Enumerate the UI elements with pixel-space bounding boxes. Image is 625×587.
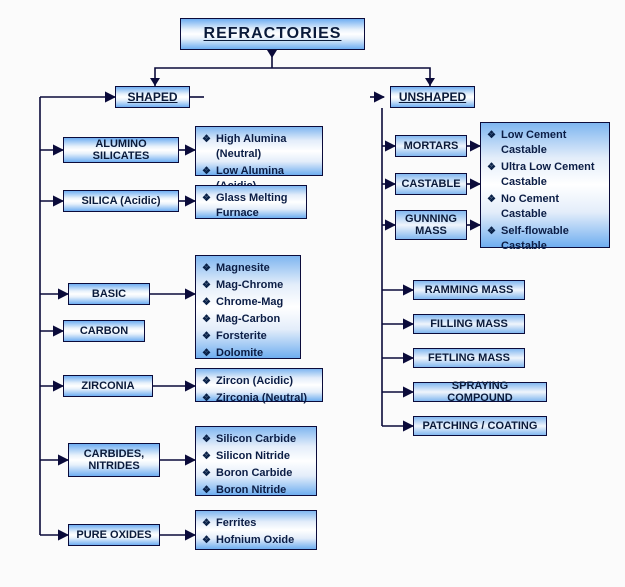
- cat-patching: PATCHING / COATING: [413, 416, 547, 436]
- cat-label: PURE OXIDES: [76, 529, 151, 541]
- list-item: Silicon Nitride: [202, 448, 310, 465]
- items-zirconia: Zircon (Acidic)Zirconia (Neutral): [195, 368, 323, 402]
- cat-label: CARBON: [80, 325, 128, 337]
- list-item: Zirconia (Neutral): [202, 390, 316, 407]
- list-item: Self-flowable Castable: [487, 223, 603, 255]
- cat-silica: SILICA (Acidic): [63, 190, 179, 212]
- list-item: Hofnium Oxide: [202, 532, 310, 549]
- items-alumino: High Alumina (Neutral)Low Alumina (Acidi…: [195, 126, 323, 176]
- cat-pure-oxides: PURE OXIDES: [68, 524, 160, 546]
- cat-mortars: MORTARS: [395, 135, 467, 157]
- cat-carbides-nitrides: CARBIDES, NITRIDES: [68, 443, 160, 477]
- list-item: Low Cement Castable: [487, 127, 603, 159]
- head-unshaped: UNSHAPED: [390, 86, 475, 108]
- list-item: Ultra Low Cement Castable: [487, 159, 603, 191]
- cat-label: SILICA (Acidic): [81, 195, 160, 207]
- cat-label: GUNNING MASS: [400, 213, 462, 237]
- cat-castable: CASTABLE: [395, 173, 467, 195]
- cat-basic: BASIC: [68, 283, 150, 305]
- items-castable: Low Cement CastableUltra Low Cement Cast…: [480, 122, 610, 248]
- cat-ramming: RAMMING MASS: [413, 280, 525, 300]
- list-item: Glass Melting Furnace: [202, 190, 300, 222]
- diagram-stage: REFRACTORIES SHAPED UNSHAPED ALUMINO SIL…: [0, 0, 625, 587]
- list-item: Zircon (Acidic): [202, 373, 316, 390]
- cat-label: FETLING MASS: [428, 352, 510, 364]
- list-item: Chrome-Mag: [202, 294, 294, 311]
- cat-filling: FILLING MASS: [413, 314, 525, 334]
- cat-label: FILLING MASS: [430, 318, 508, 330]
- cat-label: ZIRCONIA: [81, 380, 134, 392]
- cat-alumino-silicates: ALUMINO SILICATES: [63, 137, 179, 163]
- items-carbides: Silicon CarbideSilicon NitrideBoron Carb…: [195, 426, 317, 496]
- cat-label: RAMMING MASS: [425, 284, 514, 296]
- title-text: REFRACTORIES: [204, 25, 342, 43]
- head-shaped: SHAPED: [115, 86, 190, 108]
- list-item: High Alumina (Neutral): [202, 131, 316, 163]
- items-basic: MagnesiteMag-ChromeChrome-MagMag-CarbonF…: [195, 255, 301, 359]
- cat-spraying: SPRAYING COMPOUND: [413, 382, 547, 402]
- list-item: Magnesite: [202, 260, 294, 277]
- cat-label: PATCHING / COATING: [423, 420, 538, 432]
- head-shaped-label: SHAPED: [127, 90, 177, 104]
- items-silica: Glass Melting Furnace: [195, 185, 307, 219]
- cat-label: SPRAYING COMPOUND: [418, 380, 542, 404]
- cat-label: CARBIDES, NITRIDES: [73, 448, 155, 472]
- cat-carbon: CARBON: [63, 320, 145, 342]
- cat-zirconia: ZIRCONIA: [63, 375, 153, 397]
- cat-label: CASTABLE: [401, 178, 460, 190]
- head-unshaped-label: UNSHAPED: [399, 90, 466, 104]
- list-item: No Cement Castable: [487, 191, 603, 223]
- cat-label: ALUMINO SILICATES: [68, 138, 174, 162]
- list-item: Boron Carbide: [202, 465, 310, 482]
- list-item: Mag-Carbon: [202, 311, 294, 328]
- cat-fetling: FETLING MASS: [413, 348, 525, 368]
- title-box: REFRACTORIES: [180, 18, 365, 50]
- cat-label: MORTARS: [404, 140, 459, 152]
- list-item: Boron Nitride: [202, 482, 310, 499]
- items-oxides: FerritesHofnium Oxide: [195, 510, 317, 550]
- list-item: Mag-Chrome: [202, 277, 294, 294]
- list-item: Ferrites: [202, 515, 310, 532]
- cat-gunning: GUNNING MASS: [395, 210, 467, 240]
- list-item: Silicon Carbide: [202, 431, 310, 448]
- list-item: Dolomite: [202, 345, 294, 362]
- cat-label: BASIC: [92, 288, 126, 300]
- list-item: Forsterite: [202, 328, 294, 345]
